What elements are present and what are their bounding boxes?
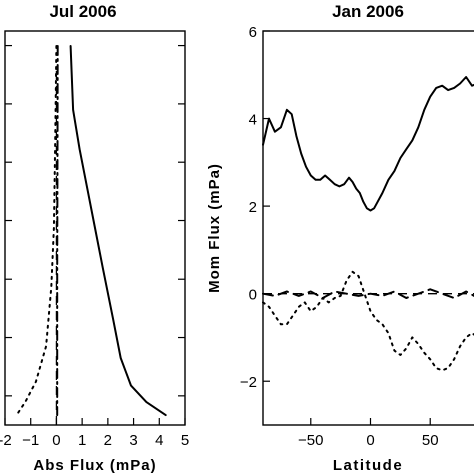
left-series-solid-0 bbox=[69, 45, 167, 417]
left-x-tick-label: 5 bbox=[181, 432, 189, 449]
left-axes-frame bbox=[4, 30, 186, 426]
left-x-tick-label: -2 bbox=[0, 432, 12, 449]
left-title: Jul 2006 bbox=[49, 2, 116, 21]
left-series-dotted-1 bbox=[15, 45, 58, 417]
left-x-tick-label: 0 bbox=[52, 432, 60, 449]
left-x-tick-label: 4 bbox=[155, 432, 163, 449]
right-x-ticks: −50 0 50 bbox=[298, 418, 439, 449]
right-x-tick-label: 50 bbox=[422, 432, 439, 449]
left-x-tick-label: 1 bbox=[78, 432, 86, 449]
panel-right: Jan 2006 −50 0 50 −2 0 2 4 6 Mom Flux (mPa) La… bbox=[206, 2, 474, 474]
right-axes-frame bbox=[262, 30, 474, 426]
right-series-dashed-1 bbox=[262, 288, 474, 299]
left-plot-area bbox=[15, 45, 167, 425]
left-x-tick-label: 3 bbox=[129, 432, 137, 449]
right-y-tick-label: 6 bbox=[249, 24, 257, 41]
right-y-tick-label: −2 bbox=[240, 374, 257, 391]
right-series-dotted-2 bbox=[262, 270, 474, 372]
right-y-label: Mom Flux (mPa) bbox=[206, 163, 223, 293]
right-plot-area bbox=[262, 76, 474, 372]
right-x-label: Latitude bbox=[333, 457, 403, 474]
right-y-tick-label: 2 bbox=[249, 199, 257, 216]
left-x-label: Abs Flux (mPa) bbox=[33, 457, 156, 474]
left-x-tick-label: 2 bbox=[104, 432, 112, 449]
left-y-ticks bbox=[5, 44, 185, 397]
right-x-tick-label: 0 bbox=[366, 432, 374, 449]
right-y-tick-label: 0 bbox=[249, 287, 257, 304]
left-series-dashdot-2 bbox=[56, 45, 59, 417]
right-y-tick-label: 4 bbox=[249, 112, 257, 129]
right-title: Jan 2006 bbox=[332, 2, 404, 21]
right-y-ticks: −2 0 2 4 6 bbox=[240, 24, 270, 391]
right-x-tick-label: −50 bbox=[298, 432, 323, 449]
left-x-tick-label: −1 bbox=[22, 432, 39, 449]
right-series-solid-0 bbox=[262, 76, 474, 212]
